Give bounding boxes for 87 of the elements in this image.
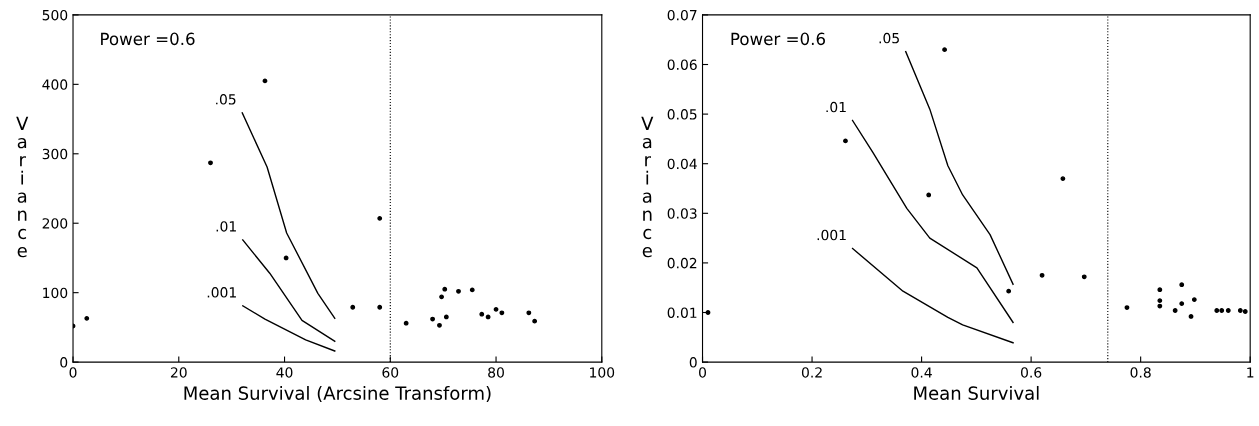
y-tick-label: 0	[60, 357, 68, 368]
annotation: Power =0.6	[731, 32, 825, 46]
point	[1219, 308, 1225, 313]
point	[350, 304, 356, 310]
series-label: .01	[826, 101, 846, 113]
x-tick-label: 0.2	[801, 367, 822, 378]
point	[1188, 314, 1194, 319]
point	[442, 286, 448, 292]
point	[1172, 308, 1178, 313]
x-tick-label: 40	[276, 367, 293, 378]
x-tick-label: 80	[488, 367, 504, 378]
point	[942, 47, 947, 53]
point	[1237, 308, 1243, 313]
point	[403, 320, 409, 326]
y-tick-label: 0.07	[667, 9, 697, 21]
y-tick-label: 500	[42, 9, 68, 21]
x-tick-label: 0.4	[911, 367, 932, 378]
series-label: .001	[207, 287, 236, 298]
x-tick-label: 60	[382, 367, 399, 378]
x-tick-label: 0.8	[1130, 367, 1151, 378]
point	[208, 160, 213, 166]
line-series	[241, 112, 336, 320]
point	[262, 78, 268, 84]
y-axis-title: Variance	[641, 116, 654, 258]
series-label: .05	[879, 32, 899, 44]
point	[705, 310, 711, 315]
point	[456, 288, 461, 294]
point	[1179, 301, 1185, 306]
point	[1179, 282, 1185, 288]
point	[439, 294, 444, 300]
point	[1039, 272, 1045, 278]
x-tick-label: 0	[699, 367, 707, 378]
point	[479, 311, 485, 317]
point	[1225, 308, 1231, 313]
series-label: .01	[216, 221, 236, 232]
y-tick-label: 0.03	[667, 208, 697, 219]
y-tick-label: 0.04	[667, 158, 697, 170]
point	[532, 318, 538, 324]
point	[843, 138, 848, 144]
y-tick-label: 200	[42, 218, 68, 229]
series-label: .001	[817, 229, 846, 241]
x-tick-label: 0.6	[1020, 367, 1042, 378]
line-series	[242, 239, 336, 342]
point	[1081, 274, 1087, 280]
point	[485, 314, 491, 320]
point	[377, 304, 383, 310]
point	[437, 322, 442, 328]
point	[1006, 288, 1012, 294]
point	[1157, 298, 1163, 303]
y-tick-label: 400	[42, 79, 68, 90]
y-axis-title: Variance	[16, 116, 29, 258]
point	[1214, 308, 1220, 313]
line-series	[851, 247, 1014, 344]
x-axis-title: Mean Survival	[914, 385, 1039, 400]
point	[283, 255, 289, 261]
point	[1157, 287, 1163, 293]
x-tick-label: 20	[170, 367, 187, 378]
point	[1242, 309, 1248, 314]
y-tick-label: 0.06	[667, 59, 697, 70]
y-tick-label: 0.02	[667, 257, 697, 269]
x-tick-label: 0	[69, 367, 77, 378]
series-label: .05	[216, 94, 236, 105]
point	[526, 310, 532, 316]
line-series	[851, 119, 1014, 324]
y-tick-label: 0	[689, 357, 697, 368]
point	[443, 314, 449, 320]
point	[1124, 305, 1130, 310]
point	[1060, 176, 1066, 181]
point	[84, 315, 90, 321]
y-tick-label: 300	[42, 148, 68, 160]
point	[493, 306, 499, 312]
x-tick-label: 100	[590, 367, 615, 378]
y-tick-label: 0.05	[667, 109, 697, 120]
point	[377, 215, 383, 221]
line-series	[905, 50, 1014, 285]
point	[1191, 297, 1197, 303]
point	[1157, 303, 1163, 309]
point	[926, 192, 932, 198]
x-tick-label: 1	[1247, 367, 1254, 378]
y-tick-label: 100	[43, 287, 68, 299]
x-axis-title: Mean Survival (Arcsine Transform)	[184, 385, 491, 403]
y-tick-label: 0.01	[667, 307, 697, 318]
point	[430, 316, 435, 322]
point	[469, 287, 475, 293]
line-series	[242, 305, 336, 352]
annotation: Power =0.6	[101, 32, 195, 46]
point	[499, 310, 505, 316]
